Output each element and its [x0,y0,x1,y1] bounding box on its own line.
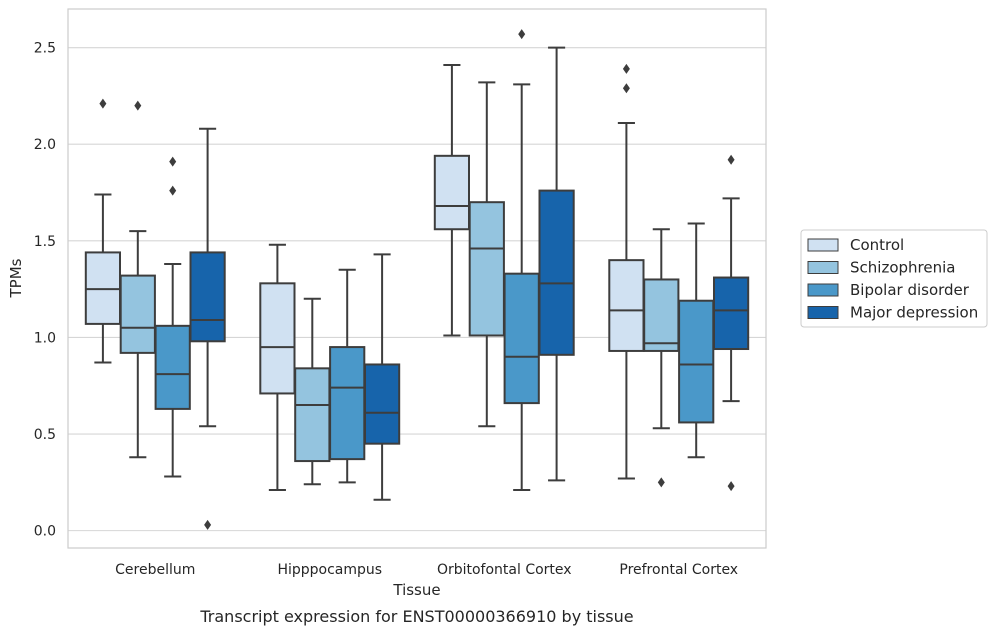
legend-swatch [807,306,839,319]
box-group [294,297,331,486]
chart-caption: Transcript expression for ENST0000036691… [199,607,633,626]
box [678,299,715,424]
box [294,367,331,463]
box-group [154,156,191,478]
outlier-point [727,481,735,492]
y-axis-label: TPMs [7,258,25,298]
box [259,282,296,395]
y-tick-label: 1.0 [34,330,56,346]
box-group [608,63,645,480]
x-tick-label: Cerebellum [115,562,195,578]
box-group [119,100,156,459]
plot-frame [67,8,767,549]
box [712,276,750,351]
box [154,324,191,410]
outlier-point [622,83,630,94]
box [643,278,680,352]
legend: Control Schizophrenia Bipolar disorder Majo… [800,229,988,328]
legend-swatch [807,238,839,252]
box-group [538,46,575,482]
legend-swatch [807,261,839,274]
box-group [84,98,122,364]
x-axis-label: Tissue [392,581,440,599]
legend-swatch [807,283,839,297]
x-tick-labels: Cerebellum Hipppocampus Orbitofontal Corte… [115,562,738,578]
box [329,346,366,461]
box-group [503,29,540,492]
outlier-point [204,519,212,530]
box [608,259,645,352]
x-tick-label: Prefrontal Cortex [619,562,738,578]
y-tick-label: 1.5 [34,234,56,250]
box [189,251,226,343]
y-tick-label: 0.0 [34,524,56,540]
legend-label: Bipolar disorder [850,281,970,299]
box-group [643,228,680,488]
x-tick-label: Hipppocampus [277,562,382,578]
box [468,201,505,337]
y-tick-label: 2.5 [34,41,56,57]
outlier-point [518,29,526,40]
box-group [329,268,366,484]
box-group [363,253,401,501]
box-group [433,64,471,337]
box [363,363,401,445]
outlier-point [727,154,735,165]
box [119,274,156,354]
outlier-point [657,477,665,488]
y-tick-label: 0.5 [34,427,56,443]
legend-label: Control [850,236,904,254]
box-group [678,222,715,459]
box [433,154,471,231]
x-tick-label: Orbitofontal Cortex [437,562,572,578]
box-group [259,243,296,492]
y-tick-label: 2.0 [34,137,56,153]
boxes [84,29,750,530]
box-group [712,154,750,492]
box [503,272,540,405]
legend-label: Schizophrenia [850,259,955,277]
box [538,189,575,356]
box-group [189,127,226,530]
outlier-point [99,98,107,109]
legend-frame [800,229,988,328]
outlier-point [169,156,177,167]
legend-label: Major depression [850,304,978,322]
outlier-point [622,63,630,74]
y-tick-labels: 0.0 0.5 1.0 1.5 2.0 2.5 [34,41,56,540]
outlier-point [134,100,142,111]
box-group [468,81,505,428]
outlier-point [169,185,177,196]
